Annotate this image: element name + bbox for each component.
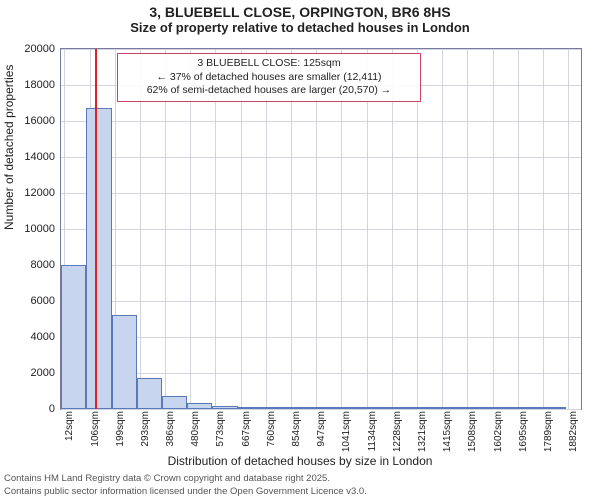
annotation-line1: 3 BLUEBELL CLOSE: 125sqm: [124, 57, 414, 71]
xtick-label: 854sqm: [291, 411, 302, 447]
histogram-bar: [212, 406, 237, 409]
histogram-bar: [541, 407, 566, 409]
histogram-bar: [112, 315, 137, 409]
gridline-v: [291, 49, 292, 409]
y-axis-label: Number of detached properties: [2, 65, 16, 230]
xtick-label: 1508sqm: [467, 411, 478, 452]
annotation-line2: ← 37% of detached houses are smaller (12…: [124, 71, 414, 85]
title-address: 3, BLUEBELL CLOSE, ORPINGTON, BR6 8HS: [0, 4, 600, 20]
histogram-bar: [86, 108, 111, 409]
xtick-label: 480sqm: [190, 411, 201, 447]
xtick-label: 760sqm: [266, 411, 277, 447]
gridline-v: [367, 49, 368, 409]
histogram-bar: [339, 407, 364, 409]
gridline-v: [568, 49, 569, 409]
gridline-v: [165, 49, 166, 409]
gridline-v: [140, 49, 141, 409]
histogram-bar: [187, 403, 212, 409]
xtick-label: 1228sqm: [392, 411, 403, 452]
gridline-v: [442, 49, 443, 409]
xtick-label: 1134sqm: [367, 411, 378, 451]
annotation-line3: 62% of semi-detached houses are larger (…: [124, 84, 414, 98]
histogram-bar: [288, 407, 313, 409]
histogram-bar: [61, 265, 86, 409]
xtick-label: 199sqm: [115, 411, 126, 447]
ytick-label: 0: [49, 403, 55, 415]
gridline-v: [241, 49, 242, 409]
histogram-bar: [490, 407, 515, 409]
ytick-label: 18000: [24, 79, 55, 91]
xtick-label: 293sqm: [140, 411, 151, 447]
gridline-v: [316, 49, 317, 409]
histogram-bar: [440, 407, 465, 409]
x-axis-label: Distribution of detached houses by size …: [0, 454, 600, 468]
gridline-v: [417, 49, 418, 409]
xtick-label: 1602sqm: [493, 411, 504, 452]
gridline-v: [518, 49, 519, 409]
gridline-v: [341, 49, 342, 409]
attribution-line2: Contains public sector information licen…: [4, 486, 367, 498]
xtick-label: 12sqm: [64, 411, 75, 441]
xtick-label: 1695sqm: [518, 411, 529, 452]
ytick-label: 4000: [31, 331, 55, 343]
gridline-h: [61, 409, 581, 410]
gridline-v: [215, 49, 216, 409]
histogram-bar: [515, 407, 540, 409]
histogram-bar: [313, 407, 338, 409]
histogram-bar: [465, 407, 490, 409]
property-marker-line: [95, 49, 97, 409]
xtick-label: 1882sqm: [568, 411, 579, 452]
histogram-bar: [414, 407, 439, 409]
xtick-label: 1041sqm: [341, 411, 352, 452]
ytick-label: 20000: [24, 43, 55, 55]
ytick-label: 12000: [24, 187, 55, 199]
attribution-block: Contains HM Land Registry data © Crown c…: [4, 473, 367, 498]
histogram-bar: [238, 407, 263, 409]
annotation-box: 3 BLUEBELL CLOSE: 125sqm← 37% of detache…: [117, 53, 421, 102]
gridline-v: [266, 49, 267, 409]
xtick-label: 667sqm: [241, 411, 252, 447]
gridline-v: [493, 49, 494, 409]
histogram-bar: [263, 407, 288, 409]
title-subtitle: Size of property relative to detached ho…: [0, 20, 600, 35]
ytick-label: 14000: [24, 151, 55, 163]
histogram-bar: [364, 407, 389, 409]
histogram-bar: [137, 378, 162, 409]
xtick-label: 573sqm: [215, 411, 226, 447]
xtick-label: 1415sqm: [442, 411, 453, 452]
gridline-v: [190, 49, 191, 409]
xtick-label: 1789sqm: [543, 411, 554, 452]
ytick-label: 10000: [24, 223, 55, 235]
gridline-v: [392, 49, 393, 409]
ytick-label: 2000: [31, 367, 55, 379]
xtick-label: 386sqm: [165, 411, 176, 447]
gridline-v: [467, 49, 468, 409]
histogram-chart: 0200040006000800010000120001400016000180…: [60, 48, 582, 410]
ytick-label: 6000: [31, 295, 55, 307]
ytick-label: 16000: [24, 115, 55, 127]
histogram-bar: [162, 396, 187, 409]
xtick-label: 1321sqm: [417, 411, 428, 452]
xtick-label: 947sqm: [316, 411, 327, 447]
ytick-label: 8000: [31, 259, 55, 271]
xtick-label: 106sqm: [90, 411, 101, 447]
attribution-line1: Contains HM Land Registry data © Crown c…: [4, 473, 367, 485]
title-block: 3, BLUEBELL CLOSE, ORPINGTON, BR6 8HS Si…: [0, 0, 600, 35]
gridline-v: [543, 49, 544, 409]
histogram-bar: [389, 407, 414, 409]
